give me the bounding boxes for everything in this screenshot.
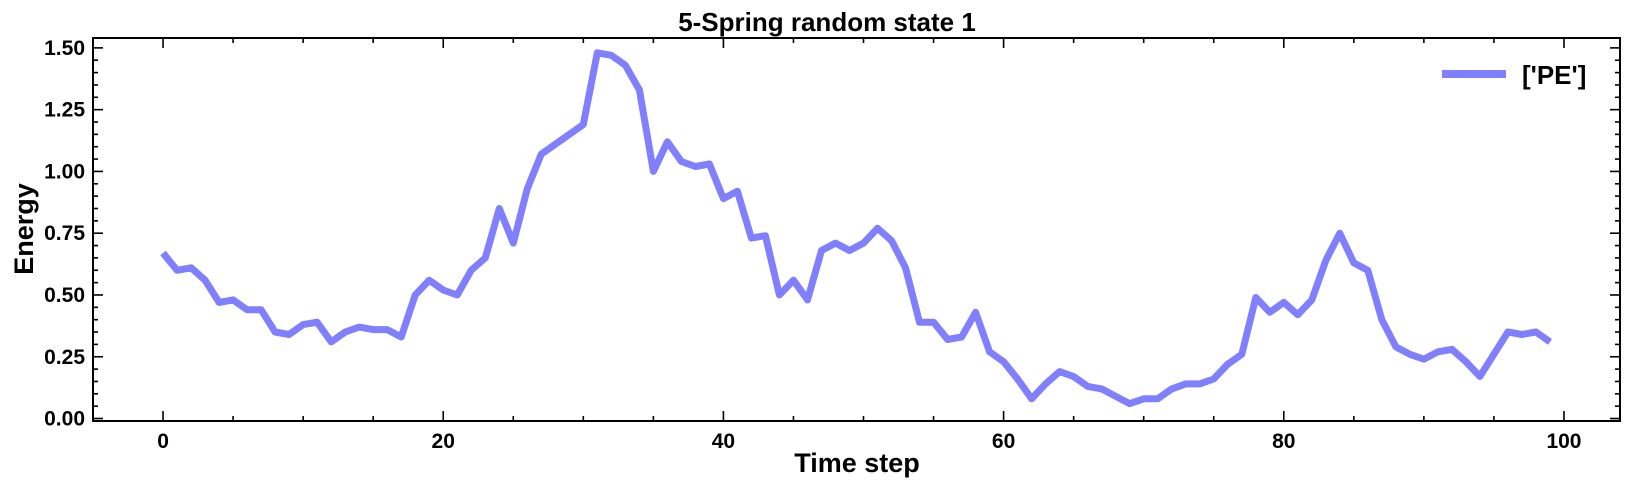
legend-label-pe: ['PE'] [1522,60,1586,90]
x-tick-label: 0 [157,430,169,453]
plot-area [160,49,1553,408]
series-line-pe [160,49,1553,408]
y-tick-label: 0.75 [44,222,85,245]
x-axis-label: Time step [794,448,920,478]
plot-frame [92,37,1621,422]
y-tick-label: 0.25 [44,346,85,369]
y-axis-label: Energy [9,183,39,275]
legend: ['PE'] [1442,60,1586,90]
x-tick-label: 60 [992,430,1015,453]
x-tick-label: 80 [1272,430,1295,453]
y-tick-label: 1.50 [44,37,85,60]
y-axis: 0.00 0.25 0.50 0.75 1.00 1.25 1.50 [44,37,1620,431]
y-tick-label: 0.00 [44,408,85,431]
y-tick-label: 1.00 [44,160,85,183]
y-tick-label: 1.25 [44,99,85,122]
chart-title: 5-Spring random state 1 [678,7,976,37]
x-tick-label: 100 [1546,430,1581,453]
y-tick-label: 0.50 [44,284,85,307]
x-axis: 0 20 40 60 80 100 [157,38,1581,453]
x-tick-label: 40 [712,430,735,453]
x-tick-label: 20 [432,430,455,453]
